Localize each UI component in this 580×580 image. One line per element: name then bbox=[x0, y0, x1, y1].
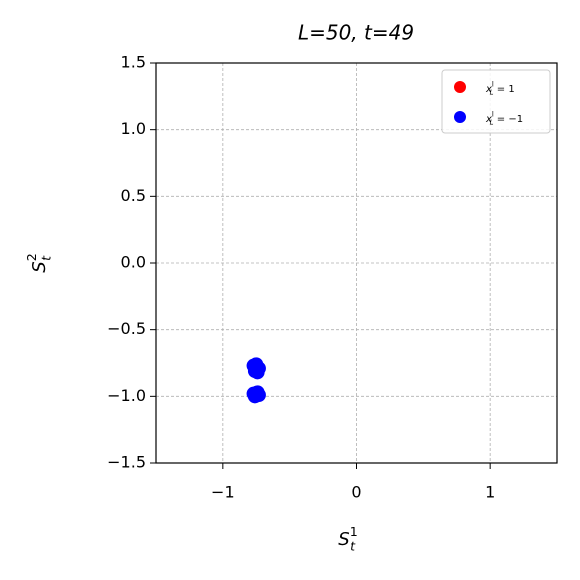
legend-label-rest: = −1 bbox=[494, 114, 523, 125]
point bbox=[250, 385, 265, 400]
x-axis-label-sub: t bbox=[350, 538, 356, 553]
legend-label-rest: = 1 bbox=[494, 84, 515, 95]
y-tick-label: −1.5 bbox=[107, 453, 146, 472]
x-tick-label: 0 bbox=[351, 483, 361, 502]
x-tick-label: −1 bbox=[211, 483, 235, 502]
legend-label: xl L = −1 bbox=[485, 111, 523, 127]
legend-label-sup: l bbox=[492, 81, 494, 89]
x-tick-label: 1 bbox=[485, 483, 495, 502]
y-tick-label: 1.5 bbox=[121, 53, 146, 72]
x-axis-label-sup: 1 bbox=[350, 523, 358, 538]
legend-label-sup: l bbox=[492, 111, 494, 119]
legend-label-sub: L bbox=[490, 89, 494, 97]
legend-box bbox=[441, 69, 551, 134]
y-axis-label: S2t bbox=[23, 253, 52, 272]
x-axis-label-base: S bbox=[338, 529, 349, 550]
legend-label-sub: L bbox=[490, 119, 494, 127]
point bbox=[250, 365, 265, 380]
y-tick-label: −1.0 bbox=[107, 386, 146, 405]
plot-frame bbox=[155, 62, 558, 464]
y-axis-label-sup: 2 bbox=[23, 253, 38, 261]
legend-marker bbox=[454, 81, 466, 93]
chart-title: L=50, t=49 bbox=[298, 21, 414, 45]
x-axis-label: S1 t bbox=[338, 523, 357, 552]
y-tick-label: 0.0 bbox=[121, 253, 146, 272]
y-tick-label: −0.5 bbox=[107, 319, 146, 338]
legend-marker bbox=[454, 111, 466, 123]
y-axis-label-base: S bbox=[29, 261, 50, 272]
y-tick-label: 1.0 bbox=[121, 119, 146, 138]
legend-label-base: x bbox=[485, 84, 492, 95]
y-tick-label: 0.5 bbox=[121, 186, 146, 205]
legend-label-base: x bbox=[485, 114, 492, 125]
legend-label: xl L = 1 bbox=[485, 81, 515, 97]
y-axis-label-sub: t bbox=[38, 255, 53, 261]
